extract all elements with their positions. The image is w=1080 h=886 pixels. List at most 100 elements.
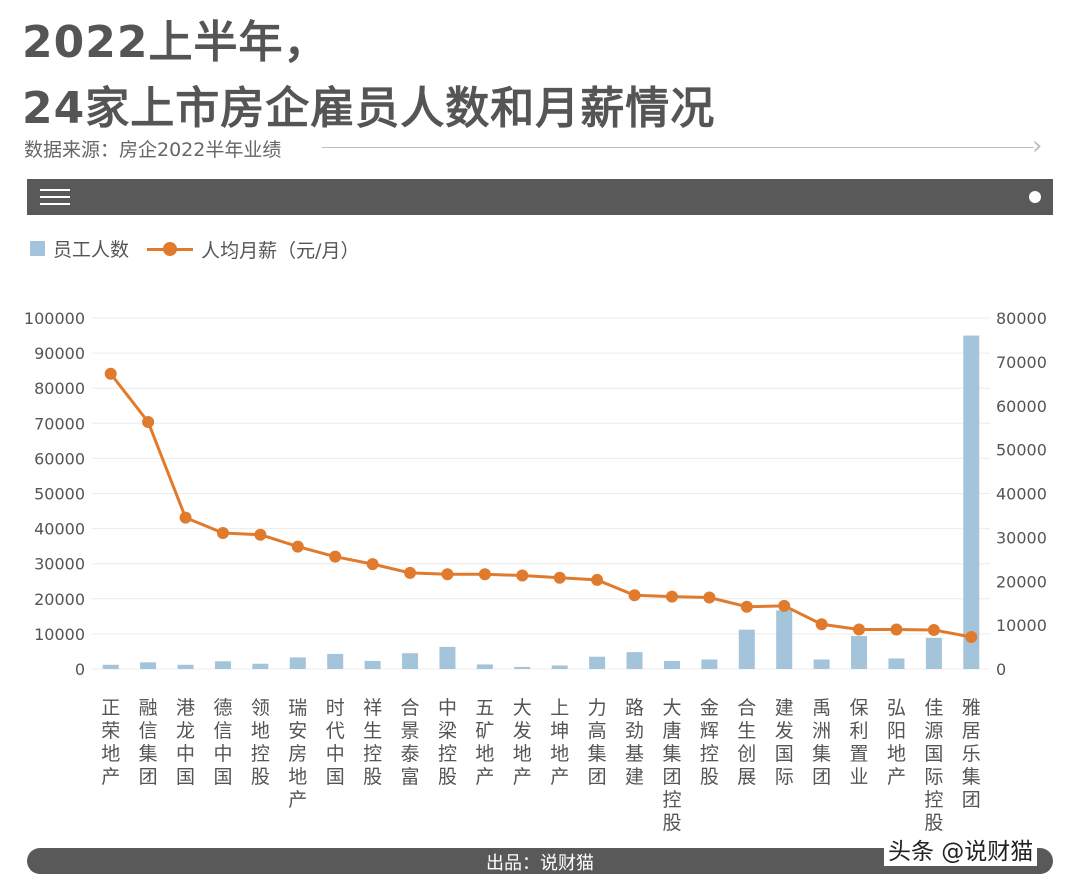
left-axis-tick-label: 60000 [34, 449, 85, 468]
left-axis-tick-label: 70000 [34, 414, 85, 433]
left-axis-tick-label: 90000 [34, 344, 85, 363]
right-axis-tick-label: 80000 [996, 309, 1047, 328]
right-axis-tick-label: 70000 [996, 353, 1047, 372]
footer-credit: 出品：说财猫 [486, 853, 594, 874]
bar-staff-count [177, 664, 194, 669]
left-axis-tick-label: 80000 [34, 379, 85, 398]
salary-point [965, 630, 978, 643]
salary-point [104, 367, 117, 380]
bar-staff-count [663, 660, 680, 669]
salary-point [142, 415, 155, 428]
right-axis-tick-label: 40000 [996, 485, 1047, 504]
salary-point [441, 568, 454, 581]
chevron-right-icon: › [1032, 131, 1043, 161]
bar-staff-count [776, 610, 793, 669]
salary-point [665, 590, 678, 603]
salary-point [291, 540, 304, 553]
salary-point [516, 569, 529, 582]
bar-staff-count [402, 653, 419, 669]
salary-point [404, 566, 417, 579]
grid-lines [92, 317, 990, 670]
source-divider [322, 147, 1034, 148]
left-axis-tick-label: 0 [75, 660, 85, 679]
category-label: 禹洲集团 [812, 697, 831, 788]
bar-staff-count [476, 664, 493, 669]
salary-point [553, 571, 566, 584]
salary-point [478, 568, 491, 581]
salary-point [591, 573, 604, 586]
category-label: 合生创展 [737, 697, 756, 788]
category-label: 领地控股 [251, 697, 270, 788]
category-label: 上坤地产 [550, 697, 569, 788]
dot-icon [1029, 191, 1041, 203]
category-label: 弘阳地产 [887, 697, 906, 788]
right-axis-tick-label: 20000 [996, 572, 1047, 591]
footer-brand: 头条 @说财猫 [884, 832, 1038, 866]
bar-staff-count [626, 652, 643, 669]
right-axis-tick-label: 10000 [996, 616, 1047, 635]
salary-point [366, 558, 379, 571]
salary-point [740, 600, 753, 613]
category-label: 正荣地产 [101, 697, 120, 788]
bar-staff-count [364, 660, 381, 669]
salary-point [179, 511, 192, 524]
bar-staff-count [289, 657, 306, 669]
left-axis-tick-label: 10000 [34, 625, 85, 644]
right-axis: 0 10000 20000 30000 40000 50000 60000 70000 8000… [996, 309, 1047, 679]
category-label: 五矿地产 [475, 697, 494, 788]
left-axis-tick-label: 100000 [24, 309, 85, 328]
legend-label-salary: 人均月薪（元/月） [201, 239, 360, 262]
salary-point [216, 526, 229, 539]
staff-bars [102, 335, 980, 669]
salary-point [329, 550, 342, 563]
category-label: 保利置业 [850, 697, 869, 788]
bar-staff-count [102, 664, 119, 669]
salary-point [778, 599, 791, 612]
legend-item-staff: 员工人数 [30, 235, 129, 262]
bar-staff-count [851, 636, 868, 669]
category-label: 祥生控股 [363, 697, 382, 788]
page-title-line-2: 24家上市房企雇员人数和月薪情况 [22, 83, 716, 134]
bar-staff-count [140, 662, 157, 669]
menu-icon[interactable] [40, 188, 70, 206]
category-labels: 正荣地产融信集团港龙中国德信中国领地控股瑞安房地产时代中国祥生控股合景泰富中梁控… [101, 697, 981, 834]
salary-point [254, 528, 267, 541]
salary-point [628, 589, 641, 602]
bar-staff-count [888, 658, 905, 669]
left-axis-tick-label: 40000 [34, 520, 85, 539]
legend-bar-swatch [30, 241, 45, 256]
category-label: 力高集团 [588, 697, 607, 788]
right-axis-tick-label: 60000 [996, 397, 1047, 416]
bar-staff-count [701, 659, 718, 669]
category-label: 大发地产 [513, 697, 532, 788]
footer-bar [27, 848, 1053, 874]
bar-staff-count [963, 335, 980, 669]
bar-staff-count [327, 653, 344, 669]
category-label: 佳源国际控股 [924, 697, 943, 834]
bar-staff-count [738, 629, 755, 669]
data-source-note: 数据来源：房企2022半年业绩 [24, 139, 282, 161]
category-label: 瑞安房地产 [288, 697, 307, 811]
salary-point [890, 623, 903, 636]
bar-staff-count [514, 666, 531, 669]
category-label: 雅居乐集团 [962, 697, 981, 811]
chart-header-bar [27, 179, 1053, 215]
left-axis-tick-label: 30000 [34, 555, 85, 574]
salary-point [815, 618, 828, 631]
right-axis-tick-label: 0 [996, 660, 1006, 679]
bar-staff-count [925, 637, 942, 669]
category-label: 路劲基建 [625, 697, 644, 788]
category-label: 融信集团 [139, 697, 158, 788]
right-axis-tick-label: 30000 [996, 528, 1047, 547]
salary-point [853, 623, 866, 636]
category-label: 合景泰富 [401, 697, 420, 788]
category-label: 时代中国 [326, 697, 345, 788]
bar-staff-count [252, 663, 269, 669]
salary-line [104, 367, 978, 643]
legend-item-salary: 人均月薪（元/月） [147, 236, 359, 263]
category-label: 金辉控股 [700, 697, 719, 788]
left-axis-tick-label: 50000 [34, 485, 85, 504]
bar-staff-count [439, 646, 456, 669]
bar-staff-count [589, 656, 606, 669]
